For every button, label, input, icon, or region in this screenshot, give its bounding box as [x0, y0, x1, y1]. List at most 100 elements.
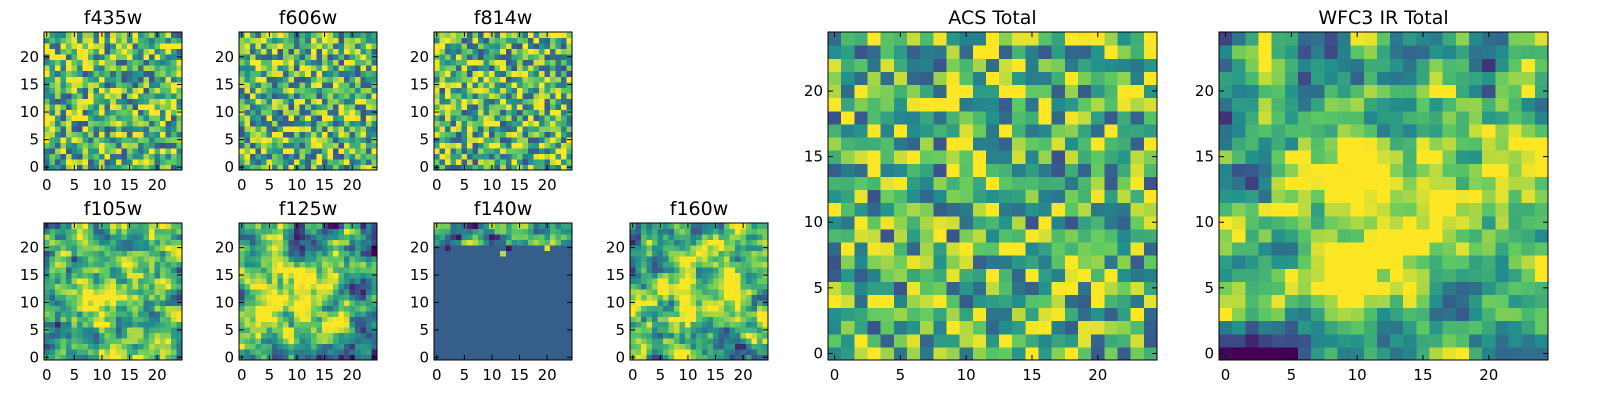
heatmap-cell [516, 92, 523, 99]
heatmap-cell [99, 43, 106, 50]
heatmap-cell [1051, 241, 1066, 256]
heatmap-cell [483, 327, 490, 334]
heatmap-cell [354, 244, 362, 251]
heatmap-cell [494, 288, 501, 295]
heatmap-cell [555, 76, 562, 83]
heatmap-cell [549, 228, 557, 235]
heatmap-cell [527, 338, 534, 345]
heatmap-cell [461, 98, 468, 105]
heatmap-cell [729, 343, 736, 350]
heatmap-cell [663, 277, 670, 284]
heatmap-cell [762, 338, 769, 345]
heatmap-cell [44, 65, 51, 72]
heatmap-cell [148, 114, 155, 121]
heatmap-cell [283, 136, 290, 143]
heatmap-cell [60, 332, 67, 339]
heatmap-cell [159, 114, 167, 121]
heatmap-cell [55, 266, 62, 273]
heatmap-cell [450, 70, 457, 77]
heatmap-cell [456, 48, 463, 55]
heatmap-cell [261, 70, 268, 77]
heatmap-cell [93, 142, 100, 149]
heatmap-cell [734, 228, 741, 235]
heatmap-cell [310, 223, 317, 230]
heatmap-cell [723, 316, 730, 323]
heatmap-cell [867, 202, 882, 217]
heatmap-cell [93, 239, 100, 246]
heatmap-cell [148, 92, 155, 99]
heatmap-cell [652, 272, 659, 279]
heatmap-cell [522, 272, 529, 279]
heatmap-cell [461, 288, 468, 295]
heatmap-cell [60, 32, 67, 39]
heatmap-cell [121, 321, 128, 328]
heatmap-cell [137, 310, 144, 317]
heatmap-cell [126, 158, 133, 166]
heatmap-cell [115, 305, 122, 312]
heatmap-cell [478, 283, 485, 290]
heatmap-cell [255, 81, 262, 88]
heatmap-cell [165, 92, 172, 99]
heatmap-cell [121, 343, 128, 350]
heatmap-cell [538, 54, 545, 61]
heatmap-cell [560, 250, 568, 257]
heatmap-cell [641, 272, 648, 279]
heatmap-cell [261, 43, 268, 50]
heatmap-cell [283, 98, 290, 105]
heatmap-cell [959, 255, 974, 269]
heatmap-cell [250, 321, 257, 328]
heatmap-cell [170, 244, 178, 251]
heatmap-cell [445, 92, 452, 99]
heatmap-cell [305, 70, 312, 77]
heatmap-cell [538, 277, 545, 284]
heatmap-cell [126, 92, 133, 99]
heatmap-cell [674, 244, 681, 251]
heatmap-cell [277, 164, 284, 171]
heatmap-cell [104, 103, 111, 110]
heatmap-cell [104, 59, 111, 66]
heatmap-cell [516, 316, 523, 323]
heatmap-cell [560, 114, 568, 121]
heatmap-cell [88, 343, 95, 350]
heatmap-cell [729, 266, 736, 273]
heatmap-cell [745, 321, 753, 328]
x-tick-label: 5 [265, 366, 275, 384]
heatmap-cell [360, 125, 367, 132]
heatmap-cell [365, 114, 373, 121]
heatmap-cell [456, 310, 463, 317]
heatmap-cell [338, 76, 345, 83]
heatmap-cell [959, 215, 974, 230]
heatmap-cell [239, 76, 246, 83]
heatmap-cell [657, 316, 664, 323]
heatmap-cell [505, 233, 512, 241]
heatmap-cell [255, 321, 262, 328]
heatmap-cell [338, 223, 345, 230]
heatmap-cell [701, 272, 708, 279]
heatmap-cell [657, 272, 664, 279]
heatmap-cell [365, 32, 373, 39]
heatmap-cell [338, 136, 345, 143]
heatmap-cell [261, 98, 268, 105]
heatmap-cell [527, 299, 534, 306]
heatmap-cell [338, 239, 345, 246]
heatmap-cell [641, 343, 648, 350]
heatmap-cell [44, 153, 51, 160]
heatmap-cell [712, 338, 719, 345]
heatmap-cell [483, 250, 490, 257]
x-tick-label: 10 [92, 366, 111, 384]
heatmap-cell [132, 261, 139, 268]
heatmap-cell [893, 189, 908, 204]
heatmap-cell [121, 239, 128, 246]
heatmap-cell [933, 294, 948, 309]
heatmap-cell [126, 288, 133, 295]
heatmap-cell [137, 327, 144, 334]
heatmap-cells [630, 223, 769, 361]
heatmap-cell [456, 147, 463, 155]
heatmap-cell [316, 59, 323, 66]
heatmap-cell [277, 109, 284, 116]
heatmap-cell [762, 310, 769, 317]
heatmap-cell [82, 266, 89, 273]
heatmap-cell [933, 333, 948, 348]
heatmap-cell [641, 305, 648, 312]
